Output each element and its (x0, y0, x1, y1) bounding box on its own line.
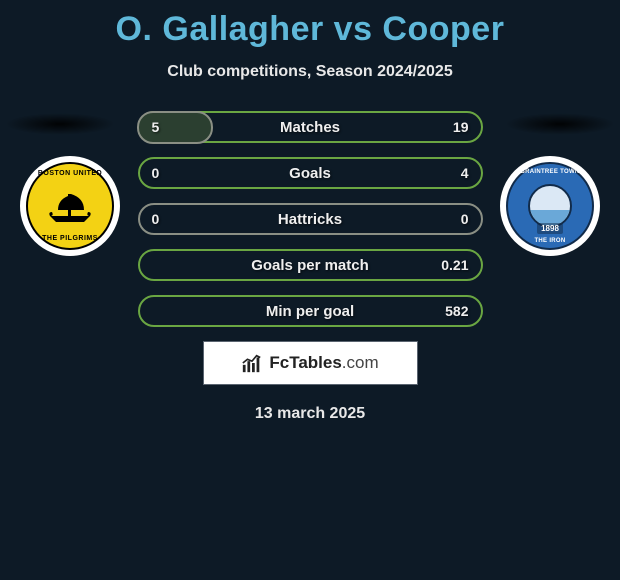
stat-value-left: 0 (152, 211, 160, 227)
subtitle: Club competitions, Season 2024/2025 (0, 63, 620, 81)
stat-label: Min per goal (266, 303, 354, 320)
logo-text-bold: FcTables (269, 353, 341, 372)
team-badge-left: BOSTON UNITED THE PILGRIMS (20, 156, 120, 256)
stat-value-right: 0.21 (441, 257, 468, 273)
stat-value-left: 0 (152, 165, 160, 181)
stats-list: 5 Matches 19 0 Goals 4 0 Hattricks 0 Goals per ma… (138, 111, 483, 327)
crest-right-text-top: BRAINTREE TOWN (520, 169, 579, 175)
stat-value-right: 0 (461, 211, 469, 227)
stat-value-left: 5 (152, 119, 160, 135)
date-label: 13 march 2025 (0, 405, 620, 423)
stat-value-right: 582 (445, 303, 468, 319)
stat-row: 0 Goals 4 (138, 157, 483, 189)
source-logo: FcTables.com (203, 341, 418, 385)
crest-left-text-bottom: THE PILGRIMS (42, 235, 98, 242)
stat-row: Min per goal 582 (138, 295, 483, 327)
crest-boston: BOSTON UNITED THE PILGRIMS (20, 156, 120, 256)
stat-label: Matches (280, 119, 340, 136)
stat-row: Goals per match 0.21 (138, 249, 483, 281)
crest-right-year: 1898 (537, 223, 563, 234)
stat-fill-left (137, 111, 213, 144)
stat-label: Goals per match (251, 257, 369, 274)
stat-value-right: 4 (461, 165, 469, 181)
chart-icon (241, 352, 263, 374)
logo-text-light: .com (342, 353, 379, 372)
team-badge-right: BRAINTREE TOWN 1898 THE IRON (500, 156, 600, 256)
crest-right-text-bottom: THE IRON (534, 238, 565, 244)
comparison-panel: BOSTON UNITED THE PILGRIMS BRAINTREE TOW… (0, 111, 620, 423)
stat-label: Hattricks (278, 211, 342, 228)
stat-value-right: 19 (453, 119, 469, 135)
bridge-scene-icon (528, 184, 572, 228)
stat-row: 5 Matches 19 (138, 111, 483, 143)
ship-icon (46, 188, 94, 224)
shadow-right (505, 113, 615, 135)
crest-braintree: BRAINTREE TOWN 1898 THE IRON (500, 156, 600, 256)
page-title: O. Gallagher vs Cooper (0, 0, 620, 49)
stat-row: 0 Hattricks 0 (138, 203, 483, 235)
logo-text: FcTables.com (269, 353, 378, 373)
shadow-left (5, 113, 115, 135)
crest-left-text-top: BOSTON UNITED (38, 170, 102, 177)
stat-label: Goals (289, 165, 331, 182)
